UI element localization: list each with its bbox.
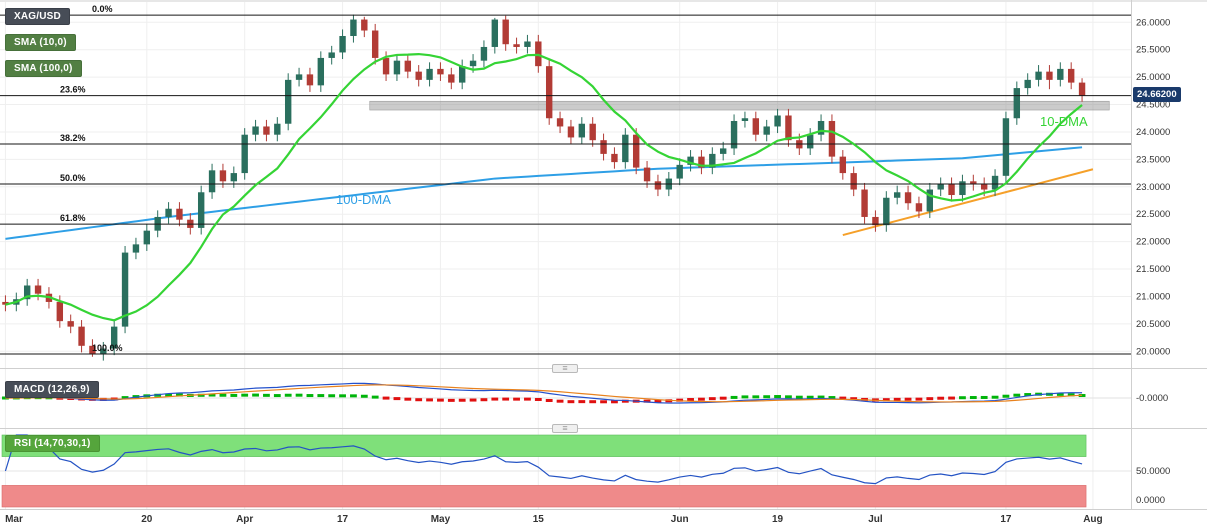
svg-text:38.2%: 38.2%	[60, 133, 86, 143]
rsi-line	[4, 434, 1083, 485]
svg-text:21.0000: 21.0000	[1136, 291, 1170, 302]
rsi-axis-labels: 50.0000 0.0000	[1136, 466, 1170, 506]
svg-text:17: 17	[1000, 514, 1012, 525]
svg-text:100.0%: 100.0%	[92, 343, 123, 353]
svg-text:50.0000: 50.0000	[1136, 466, 1170, 477]
svg-text:19: 19	[772, 514, 784, 525]
svg-text:23.6%: 23.6%	[60, 85, 86, 95]
panel-divider-macd[interactable]: ≡	[552, 364, 578, 373]
sma10-annotation: 10-DMA	[1040, 114, 1088, 129]
fib-level-lines: 0.0% 23.6% 38.2% 50.0% 61.8% 100.0%	[0, 4, 1131, 355]
legend-symbol[interactable]: XAG/USD	[5, 8, 70, 25]
svg-text:50.0%: 50.0%	[60, 173, 86, 183]
svg-text:Jul: Jul	[868, 514, 883, 525]
macd-signal-line	[5, 384, 1083, 403]
svg-text:22.5000: 22.5000	[1136, 209, 1170, 220]
svg-text:20.5000: 20.5000	[1136, 319, 1170, 330]
svg-text:22.0000: 22.0000	[1136, 237, 1170, 248]
supply-zone	[369, 100, 1110, 111]
legend-sma100[interactable]: SMA (100,0)	[5, 60, 82, 77]
svg-text:25.5000: 25.5000	[1136, 45, 1170, 56]
svg-text:26.0000: 26.0000	[1136, 17, 1170, 28]
svg-text:25.0000: 25.0000	[1136, 72, 1170, 83]
svg-text:24.0000: 24.0000	[1136, 127, 1170, 138]
svg-text:0.0%: 0.0%	[92, 4, 113, 14]
svg-text:23.0000: 23.0000	[1136, 182, 1170, 193]
rsi-overbought-band	[1, 434, 1087, 457]
svg-text:61.8%: 61.8%	[60, 213, 86, 223]
svg-text:Mar: Mar	[5, 514, 23, 525]
svg-text:0.0000: 0.0000	[1136, 495, 1165, 506]
rsi-oversold-band	[1, 485, 1087, 508]
svg-text:21.5000: 21.5000	[1136, 264, 1170, 275]
svg-text:23.5000: 23.5000	[1136, 154, 1170, 165]
svg-text:20.0000: 20.0000	[1136, 346, 1170, 357]
panel-divider-rsi[interactable]: ≡	[552, 424, 578, 433]
sma100-annotation: 100-DMA	[336, 192, 391, 207]
legend-macd[interactable]: MACD (12,26,9)	[5, 381, 99, 398]
sma100-line	[5, 146, 1083, 240]
svg-text:17: 17	[337, 514, 349, 525]
svg-text:Apr: Apr	[236, 514, 253, 525]
svg-text:May: May	[431, 514, 451, 525]
panel-borders	[0, 0, 1207, 510]
gridlines	[0, 2, 1131, 509]
svg-text:Jun: Jun	[671, 514, 689, 525]
sma10-line	[5, 52, 1083, 322]
macd-axis-label: -0.0000	[1136, 393, 1168, 404]
svg-text:-0.0000: -0.0000	[1136, 393, 1168, 404]
rsi-bands	[0, 434, 1131, 508]
svg-text:15: 15	[533, 514, 545, 525]
svg-text:24.5000: 24.5000	[1136, 100, 1170, 111]
time-axis-labels: Mar 20 Apr 17 May 15 Jun 19 Jul 17 Aug	[5, 514, 1103, 525]
trendline	[842, 168, 1094, 237]
last-price-badge: 24.66200	[1133, 87, 1181, 102]
candles	[2, 14, 1086, 361]
macd-line	[5, 382, 1083, 404]
svg-text:20: 20	[141, 514, 153, 525]
svg-text:Aug: Aug	[1083, 514, 1102, 525]
legend-sma10[interactable]: SMA (10,0)	[5, 34, 76, 51]
price-axis-labels: 26.0000 25.5000 25.0000 24.5000 24.0000 23.50…	[1136, 17, 1170, 357]
legend-rsi[interactable]: RSI (14,70,30,1)	[5, 435, 100, 452]
